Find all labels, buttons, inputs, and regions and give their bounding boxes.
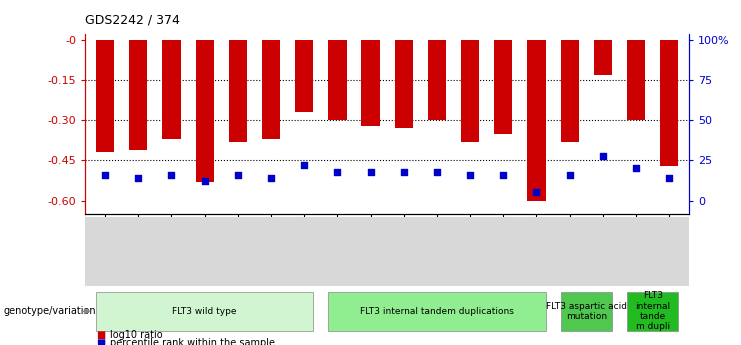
Point [597, 153, 609, 158]
Bar [162, 40, 181, 139]
Bar [362, 40, 379, 126]
Point [464, 172, 476, 178]
Bar [560, 40, 579, 141]
Point [299, 162, 310, 168]
Point [232, 172, 244, 178]
Bar [594, 40, 612, 75]
Bar [328, 40, 347, 120]
Bar [295, 40, 313, 112]
Point [398, 169, 410, 174]
Bar [395, 40, 413, 128]
Bar [528, 40, 545, 200]
Bar [461, 40, 479, 141]
Text: GDS2242 / 374: GDS2242 / 374 [85, 14, 180, 27]
Bar [660, 40, 678, 166]
Bar [262, 40, 280, 139]
Point [531, 190, 542, 195]
Text: ■: ■ [96, 331, 105, 340]
Point [331, 169, 343, 174]
Text: log10 ratio: log10 ratio [110, 331, 162, 340]
Bar [96, 40, 114, 152]
Point [199, 178, 210, 184]
Text: FLT3 internal tandem duplications: FLT3 internal tandem duplications [360, 307, 514, 316]
Bar [627, 40, 645, 120]
Text: percentile rank within the sample: percentile rank within the sample [110, 338, 275, 345]
Point [431, 169, 443, 174]
Bar [196, 40, 214, 182]
Bar [428, 40, 446, 120]
Point [365, 169, 376, 174]
Bar [229, 40, 247, 141]
Point [265, 175, 277, 181]
Point [165, 172, 177, 178]
Point [564, 172, 576, 178]
Text: genotype/variation: genotype/variation [4, 306, 96, 316]
Point [630, 166, 642, 171]
Bar [494, 40, 513, 134]
Text: FLT3
internal
tande
m dupli: FLT3 internal tande m dupli [635, 291, 670, 332]
Point [133, 175, 144, 181]
Text: ■: ■ [96, 338, 105, 345]
Point [99, 172, 111, 178]
Point [663, 175, 675, 181]
Bar [129, 40, 147, 150]
Text: FLT3 aspartic acid
mutation: FLT3 aspartic acid mutation [546, 302, 627, 321]
Point [497, 172, 509, 178]
Text: FLT3 wild type: FLT3 wild type [173, 307, 237, 316]
